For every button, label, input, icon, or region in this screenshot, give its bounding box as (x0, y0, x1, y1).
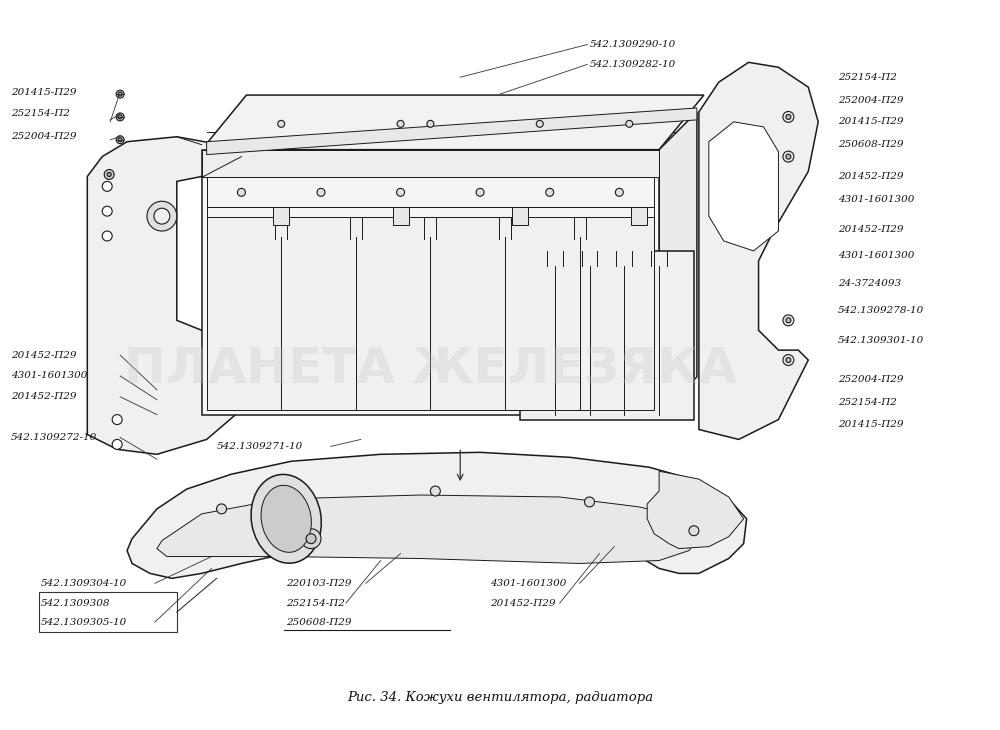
Circle shape (116, 136, 124, 144)
Text: 542.1309301-10: 542.1309301-10 (838, 336, 924, 345)
Text: 24-3724093: 24-3724093 (838, 279, 901, 288)
Polygon shape (512, 207, 528, 225)
Circle shape (317, 188, 325, 196)
Circle shape (397, 188, 405, 196)
Polygon shape (127, 453, 747, 578)
Polygon shape (647, 471, 744, 548)
Circle shape (430, 486, 440, 496)
Text: 252154-П2: 252154-П2 (11, 110, 70, 118)
Polygon shape (207, 108, 697, 155)
Circle shape (689, 526, 699, 536)
Text: Рис. 34. Кожухи вентилятора, радиатора: Рис. 34. Кожухи вентилятора, радиатора (347, 691, 653, 704)
Text: 542.1309305-10: 542.1309305-10 (41, 618, 127, 626)
Text: 542.1309290-10: 542.1309290-10 (590, 40, 676, 49)
Polygon shape (202, 95, 704, 150)
Circle shape (786, 358, 791, 363)
Text: 201452-П29: 201452-П29 (838, 172, 904, 181)
Text: 252154-П2: 252154-П2 (838, 398, 897, 407)
Circle shape (278, 120, 285, 127)
Circle shape (585, 497, 594, 507)
Polygon shape (207, 177, 654, 217)
Text: 250608-П29: 250608-П29 (286, 618, 352, 626)
Circle shape (546, 188, 554, 196)
Circle shape (783, 315, 794, 326)
Text: 201452-П29: 201452-П29 (11, 350, 76, 360)
Polygon shape (87, 137, 241, 454)
Circle shape (217, 504, 227, 514)
Ellipse shape (261, 485, 311, 553)
Circle shape (116, 90, 124, 98)
Text: 542.1309271-10: 542.1309271-10 (217, 442, 303, 451)
Polygon shape (520, 251, 694, 420)
Circle shape (783, 151, 794, 162)
Text: 4301-1601300: 4301-1601300 (490, 579, 566, 588)
Text: 252154-П2: 252154-П2 (286, 599, 345, 607)
Circle shape (116, 113, 124, 121)
Circle shape (626, 120, 633, 127)
Text: 201415-П29: 201415-П29 (11, 88, 76, 96)
Polygon shape (709, 122, 778, 251)
Polygon shape (202, 150, 659, 415)
Circle shape (783, 355, 794, 366)
Text: 542.1309272-10: 542.1309272-10 (11, 433, 97, 442)
Polygon shape (202, 150, 659, 177)
Text: 252004-П29: 252004-П29 (11, 132, 76, 141)
Circle shape (427, 120, 434, 127)
Circle shape (102, 231, 112, 241)
Circle shape (104, 169, 114, 180)
Circle shape (118, 92, 122, 96)
Polygon shape (207, 217, 654, 410)
Circle shape (102, 206, 112, 216)
Circle shape (306, 534, 316, 544)
Text: 201452-П29: 201452-П29 (490, 599, 556, 607)
Text: 252004-П29: 252004-П29 (838, 375, 904, 385)
Circle shape (476, 188, 484, 196)
Text: 201415-П29: 201415-П29 (838, 118, 904, 126)
Text: 4301-1601300: 4301-1601300 (838, 251, 914, 261)
Circle shape (536, 120, 543, 127)
Circle shape (786, 154, 791, 159)
Polygon shape (157, 495, 699, 564)
Text: 4301-1601300: 4301-1601300 (11, 372, 87, 380)
Text: 201452-П29: 201452-П29 (11, 392, 76, 402)
Polygon shape (393, 207, 409, 225)
Text: 542.1309278-10: 542.1309278-10 (838, 306, 924, 315)
Circle shape (107, 172, 111, 177)
Circle shape (786, 318, 791, 323)
Text: 252004-П29: 252004-П29 (838, 96, 904, 104)
Polygon shape (659, 112, 697, 415)
Circle shape (154, 208, 170, 224)
Polygon shape (631, 207, 647, 225)
Circle shape (112, 415, 122, 425)
Text: 250608-П29: 250608-П29 (838, 140, 904, 149)
Circle shape (147, 201, 177, 231)
Text: 4301-1601300: 4301-1601300 (838, 195, 914, 204)
Ellipse shape (251, 474, 321, 564)
Text: 220103-П29: 220103-П29 (286, 579, 352, 588)
Text: 201415-П29: 201415-П29 (838, 420, 904, 429)
Text: 201452-П29: 201452-П29 (838, 225, 904, 234)
Text: ПЛАНЕТА ЖЕЛЕЗЯКА: ПЛАНЕТА ЖЕЛЕЗЯКА (124, 346, 737, 394)
Circle shape (237, 188, 245, 196)
Polygon shape (699, 62, 818, 439)
Circle shape (301, 529, 321, 548)
Circle shape (615, 188, 623, 196)
Polygon shape (273, 207, 289, 225)
Circle shape (397, 120, 404, 127)
Text: 252154-П2: 252154-П2 (838, 73, 897, 82)
Text: 542.1309308: 542.1309308 (41, 599, 110, 607)
Circle shape (112, 439, 122, 450)
Text: 542.1309304-10: 542.1309304-10 (41, 579, 127, 588)
Text: 542.1309282-10: 542.1309282-10 (590, 60, 676, 69)
Circle shape (102, 182, 112, 191)
Circle shape (786, 115, 791, 120)
Circle shape (118, 115, 122, 119)
Circle shape (783, 112, 794, 123)
Circle shape (118, 138, 122, 142)
